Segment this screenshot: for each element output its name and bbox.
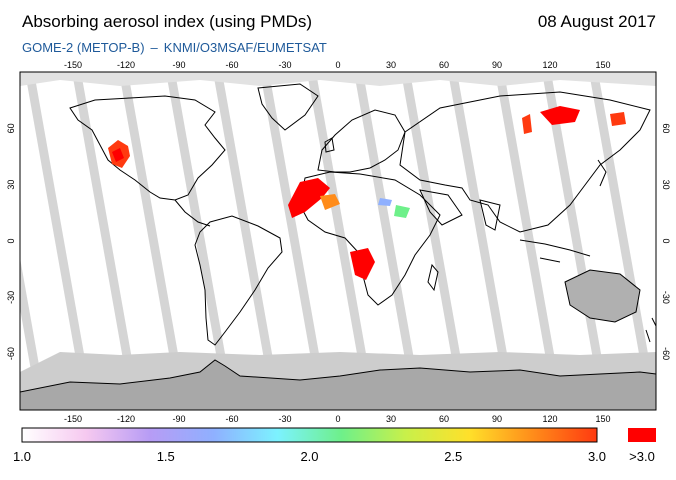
lon-bottom-tick: -150 xyxy=(64,414,82,424)
map-frame xyxy=(19,71,657,411)
lon-top-tick: -30 xyxy=(278,60,291,70)
madagascar-outline xyxy=(427,263,439,292)
colorbar xyxy=(21,427,598,443)
lat-left-tick: 30 xyxy=(6,180,16,190)
plume-nile-green xyxy=(394,205,410,218)
lat-right-tick: -60 xyxy=(661,347,671,360)
lon-bottom-tick: -120 xyxy=(117,414,135,424)
africa-outline xyxy=(299,171,441,306)
aerosol-plumes xyxy=(108,106,626,280)
orbit-gap-stripe xyxy=(213,72,282,410)
orbit-gap-stripe xyxy=(589,72,656,410)
lat-right-tick: 30 xyxy=(661,180,671,190)
orbit-gap-stripe xyxy=(119,72,188,410)
lat-left-tick: 60 xyxy=(6,123,16,133)
arabia-outline xyxy=(419,189,463,226)
lat-right-tick: -30 xyxy=(661,291,671,304)
lon-top-tick: 60 xyxy=(439,60,449,70)
orbit-gap-stripe xyxy=(354,72,423,410)
colorbar-tick-label: 2.5 xyxy=(444,449,462,464)
lon-bottom-tick: -60 xyxy=(225,414,238,424)
colorbar-labels: 1.0 1.5 2.0 2.5 3.0 xyxy=(13,449,606,464)
colorbar-over-label: >3.0 xyxy=(629,449,655,464)
colorbar-tick-label: 1.5 xyxy=(157,449,175,464)
lon-top-tick: -60 xyxy=(225,60,238,70)
orbit-gap-stripe xyxy=(401,72,470,410)
orbit-gap-stripe xyxy=(448,72,517,410)
coastlines xyxy=(69,83,656,346)
lat-left-tick: 0 xyxy=(6,238,16,243)
instrument-label: GOME-2 (METOP-B) xyxy=(22,40,145,55)
india-outline xyxy=(479,199,501,231)
lon-top-tick: -90 xyxy=(172,60,185,70)
orbit-gap-stripe xyxy=(25,72,94,410)
lon-bottom-tick: 0 xyxy=(335,414,340,424)
orbit-gap-stripe xyxy=(307,72,376,410)
plume-sahara-blue xyxy=(378,198,392,206)
lon-top-tick: 90 xyxy=(492,60,502,70)
map-title: Absorbing aerosol index (using PMDs) xyxy=(22,12,313,31)
map-subtitle: GOME-2 (METOP-B) – KNMI/O3MSAF/EUMETSAT xyxy=(22,40,327,55)
north-america-outline xyxy=(69,95,226,201)
map-content xyxy=(20,72,656,410)
map-date: 08 August 2017 xyxy=(537,12,656,31)
plume-west-africa-edge xyxy=(320,194,340,210)
plume-siberia-west xyxy=(522,114,532,134)
lon-bottom-tick: -90 xyxy=(172,414,185,424)
lat-right-tick: 60 xyxy=(661,123,671,133)
colorbar-tick-label: 2.0 xyxy=(300,449,318,464)
orbit-gap-stripe xyxy=(166,72,235,410)
lon-top-tick: 0 xyxy=(335,60,340,70)
lon-bottom-tick: 90 xyxy=(492,414,502,424)
south-america-outline xyxy=(194,215,283,346)
lon-top-tick: 30 xyxy=(386,60,396,70)
plume-siberia xyxy=(540,106,580,125)
lon-top-tick: 150 xyxy=(595,60,610,70)
indonesia-outline xyxy=(519,239,591,263)
latitude-labels-right: 60 30 0 -30 -60 xyxy=(661,123,671,360)
australia-outline xyxy=(564,269,641,323)
lat-left-tick: -60 xyxy=(6,347,16,360)
colorbar-over-box xyxy=(628,428,656,442)
japan-outline xyxy=(597,159,607,187)
lon-bottom-tick: 60 xyxy=(439,414,449,424)
lon-top-tick: -120 xyxy=(117,60,135,70)
lon-bottom-tick: -30 xyxy=(278,414,291,424)
orbit-gap-stripe xyxy=(495,72,564,410)
british-isles-outline xyxy=(324,137,335,153)
lon-top-tick: -150 xyxy=(64,60,82,70)
lon-bottom-tick: 30 xyxy=(386,414,396,424)
subtitle-separator: – xyxy=(150,40,158,55)
new-zealand-outline xyxy=(645,317,656,343)
greenland-outline xyxy=(257,83,319,131)
antarctica xyxy=(20,359,656,410)
orbit-gap-stripe xyxy=(72,72,141,410)
plume-central-africa xyxy=(350,248,375,280)
longitude-labels-bottom: -150 -120 -90 -60 -30 0 30 60 90 120 150 xyxy=(64,414,611,424)
lon-bottom-tick: 150 xyxy=(595,414,610,424)
orbit-gap-stripe xyxy=(542,72,611,410)
orbit-gap-stripe xyxy=(260,72,329,410)
plume-west-africa xyxy=(288,178,330,218)
orbit-gap-stripes xyxy=(20,72,656,410)
colorbar-tick-label: 1.0 xyxy=(13,449,31,464)
northern-polar-band xyxy=(20,72,656,86)
longitude-labels-top: -150 -120 -90 -60 -30 0 30 60 90 120 150 xyxy=(64,60,611,70)
plume-north-america-core xyxy=(112,148,124,162)
latitude-labels-left: 60 30 0 -30 -60 xyxy=(6,123,16,360)
plume-siberia-east xyxy=(610,112,626,126)
lon-bottom-tick: 120 xyxy=(542,414,557,424)
colorbar-tick-label: 3.0 xyxy=(588,449,606,464)
lon-top-tick: 120 xyxy=(542,60,557,70)
lat-left-tick: -30 xyxy=(6,291,16,304)
asia-outline xyxy=(399,91,651,233)
credit-label: KNMI/O3MSAF/EUMETSAT xyxy=(163,40,327,55)
lat-right-tick: 0 xyxy=(661,238,671,243)
central-america-outline xyxy=(174,199,211,227)
